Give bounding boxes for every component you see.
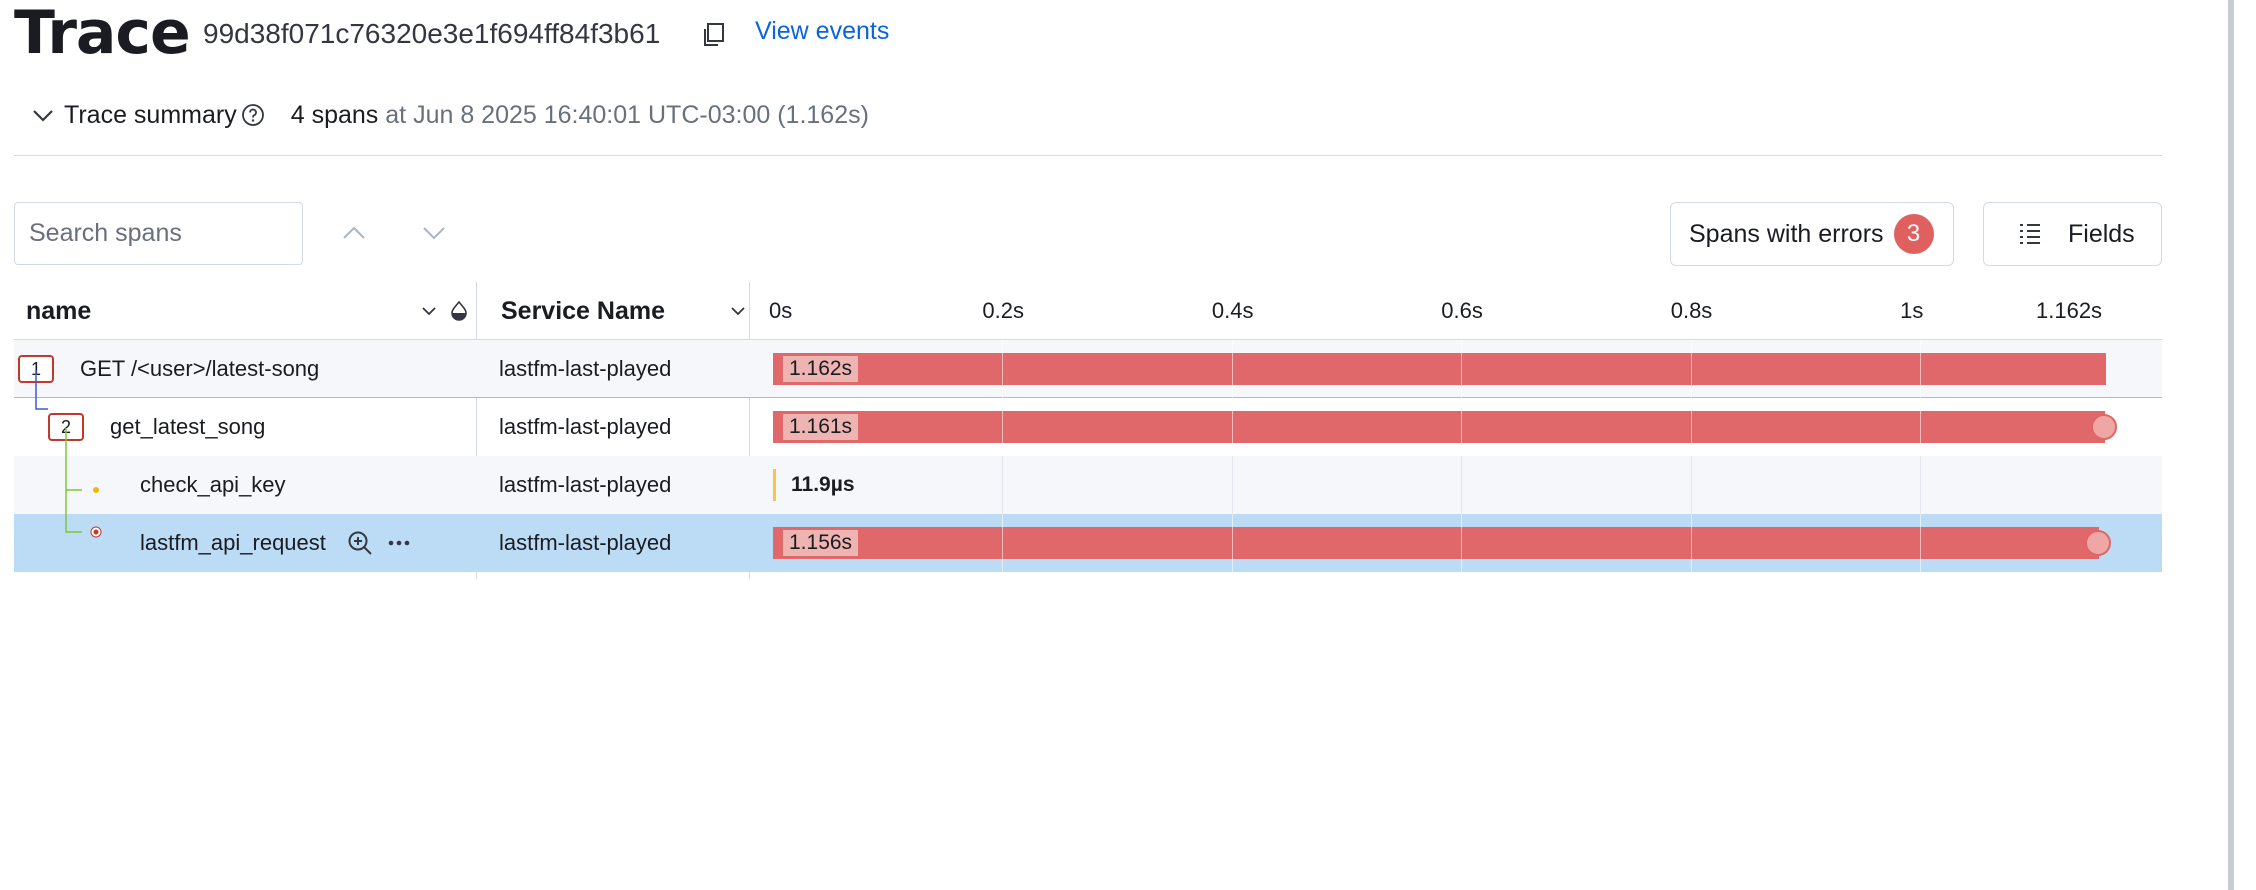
column-divider <box>476 282 477 579</box>
vertical-scrollbar[interactable] <box>2228 0 2234 890</box>
span-duration-bar[interactable] <box>773 353 2106 385</box>
service-name: lastfm-last-played <box>499 472 672 497</box>
table-header: name Service Name 0s 0.2s 0.4s 0.6s 0.8s 1s 1.… <box>14 282 2162 579</box>
timeline-gridline <box>1461 340 1463 398</box>
page-title: Trace <box>14 0 191 68</box>
timeline-gridline <box>1461 456 1463 514</box>
chevron-down-icon[interactable] <box>419 301 439 321</box>
copy-icon[interactable] <box>702 22 726 48</box>
timeline-tick-label: 0.2s <box>982 298 1025 323</box>
column-header-service[interactable]: Service Name <box>501 296 666 325</box>
span-rows: 1 GET /<user>/latest-song lastfm-last-pl… <box>14 340 2162 572</box>
timeline-tick-label: 0.8s <box>1670 298 1713 323</box>
table-row[interactable]: lastfm_api_request lastfm-last-played 1.… <box>14 514 2162 572</box>
timeline-gridline <box>1002 514 1004 572</box>
span-name[interactable]: GET /<user>/latest-song <box>80 356 320 381</box>
timeline-gridline <box>1690 456 1692 514</box>
error-marker[interactable] <box>2085 530 2112 556</box>
timeline-tick-label: 0.6s <box>1441 298 1483 323</box>
timeline-gridline <box>1690 514 1692 572</box>
chevron-up-icon <box>343 226 365 239</box>
table-row[interactable]: 2 get_latest_song lastfm-last-played 1.1… <box>14 398 2162 456</box>
span-duration-label: 1.156s <box>783 530 859 556</box>
timeline-gridline <box>1920 514 1922 572</box>
search-spans-input[interactable] <box>14 202 303 265</box>
span-count: 4 spans <box>290 100 379 129</box>
trace-id: 99d38f071c76320e3e1f694ff84f3b61 <box>203 18 661 49</box>
spans-with-errors-button[interactable]: Spans with errors 3 <box>1670 202 1954 266</box>
previous-match-button[interactable] <box>326 205 382 261</box>
chevron-down-icon[interactable] <box>728 301 748 321</box>
divider <box>14 155 2162 156</box>
service-name: lastfm-last-played <box>499 414 672 439</box>
trace-waterfall-table: name Service Name 0s 0.2s 0.4s 0.6s 0.8s 1s 1.… <box>14 282 2162 579</box>
timeline-gridline <box>1461 398 1463 456</box>
trace-summary-toggle[interactable]: Trace summary <box>64 100 237 129</box>
timeline-gridline <box>1920 340 1922 398</box>
table-row[interactable]: 1 GET /<user>/latest-song lastfm-last-pl… <box>14 340 2162 398</box>
service-name: lastfm-last-played <box>499 356 672 381</box>
timeline-gridline <box>1690 398 1692 456</box>
timeline-gridline <box>1231 514 1233 572</box>
timeline-gridline <box>1231 398 1233 456</box>
timeline-gridline <box>1002 398 1004 456</box>
span-node-badge[interactable]: 1 <box>18 355 54 383</box>
timeline-gridline <box>1690 340 1692 398</box>
span-node-badge[interactable]: 2 <box>48 413 84 441</box>
span-duration-label: 1.162s <box>783 356 859 382</box>
span-duration-bar[interactable] <box>773 527 2100 559</box>
question-circle-icon[interactable] <box>241 103 265 127</box>
timeline-gridline <box>1002 456 1004 514</box>
view-events-link[interactable]: View events <box>755 17 890 45</box>
span-duration-bar[interactable] <box>773 469 776 501</box>
chevron-down-icon[interactable] <box>30 102 56 128</box>
column-divider <box>749 282 750 579</box>
span-duration-bar[interactable] <box>773 411 2105 443</box>
span-name[interactable]: check_api_key <box>140 472 286 497</box>
timeline-gridline <box>1920 456 1922 514</box>
table-row[interactable]: check_api_key lastfm-last-played 11.9µs <box>14 456 2162 514</box>
trace-timestamp: at Jun 8 2025 16:40:01 UTC-03:00 (1.162s… <box>385 100 869 129</box>
more-actions-icon[interactable] <box>385 529 413 557</box>
fields-label: Fields <box>2068 219 2135 248</box>
timeline-gridline <box>1002 340 1004 398</box>
zoom-in-icon[interactable] <box>346 529 374 557</box>
list-icon <box>2020 224 2040 244</box>
sort-icon[interactable] <box>448 299 470 321</box>
span-duration-label: 11.9µs <box>791 473 855 496</box>
column-header-name[interactable]: name <box>26 296 92 325</box>
error-marker[interactable] <box>2090 414 2117 440</box>
timeline-gridline <box>1231 456 1233 514</box>
trace-summary: Trace summary 4 spans at Jun 8 2025 16:4… <box>30 98 869 132</box>
timeline-gridline <box>1920 398 1922 456</box>
error-count-badge: 3 <box>1893 214 1934 254</box>
timeline-tick-label: 1s <box>1900 298 1924 323</box>
timeline-tick-label: 1.162s <box>2036 298 2103 323</box>
timeline-tick-label: 0s <box>769 298 793 323</box>
span-name[interactable]: get_latest_song <box>110 414 266 439</box>
timeline-tick-label: 0.4s <box>1211 298 1254 323</box>
next-match-button[interactable] <box>406 205 462 261</box>
timeline-gridline <box>1231 340 1233 398</box>
span-name[interactable]: lastfm_api_request <box>140 530 326 555</box>
service-name: lastfm-last-played <box>499 530 672 555</box>
span-duration-label: 1.161s <box>783 414 859 440</box>
spans-with-errors-label: Spans with errors <box>1689 219 1884 248</box>
chevron-down-icon <box>423 227 445 240</box>
timeline-gridline <box>1461 514 1463 572</box>
fields-button[interactable]: Fields <box>1983 202 2162 266</box>
